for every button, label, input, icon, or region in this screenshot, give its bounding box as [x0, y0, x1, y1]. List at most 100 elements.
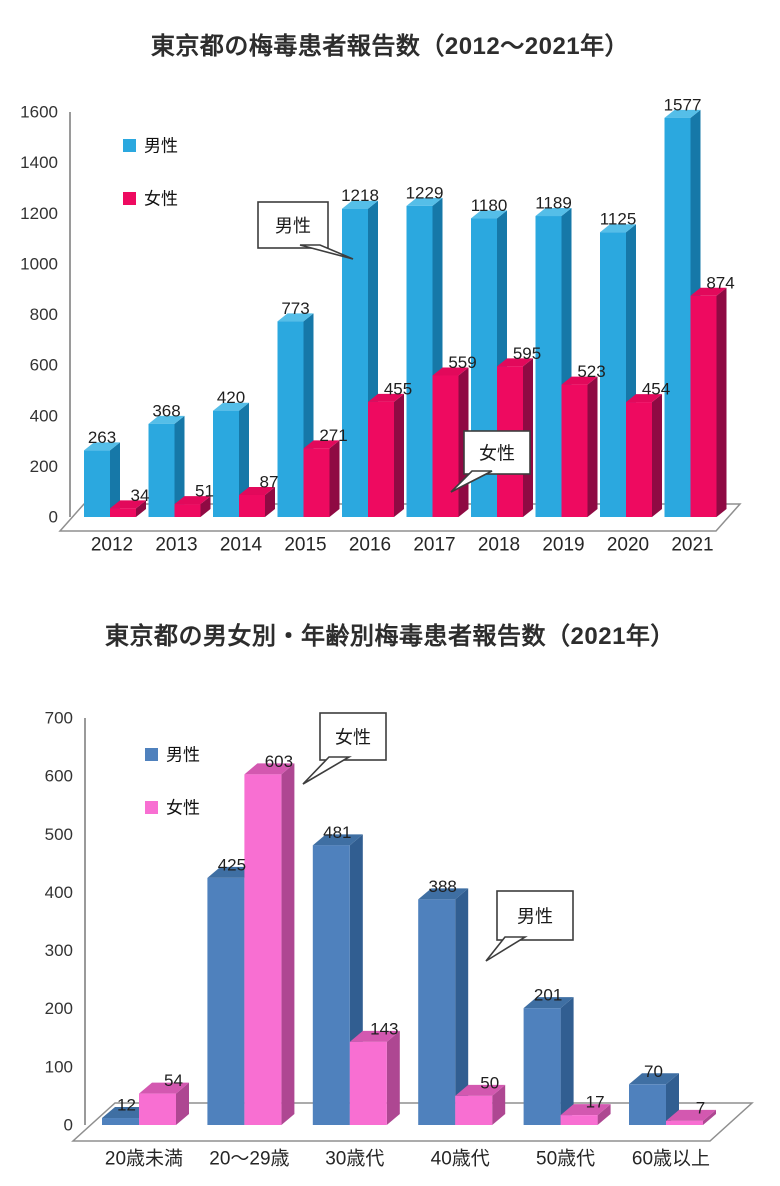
bar-front-face: [102, 1118, 139, 1125]
bar-top-face: [349, 1030, 400, 1042]
x-axis-label: 2013: [155, 535, 197, 556]
callout-box: [463, 430, 531, 475]
value-label: 263: [88, 428, 116, 447]
x-axis-label: 2017: [413, 535, 455, 556]
bar-side-face: [560, 997, 574, 1125]
x-axis-label: 2014: [220, 535, 263, 556]
callout-2: 女性: [450, 430, 531, 493]
bar-front-face: [626, 402, 652, 517]
value-label: 523: [577, 362, 605, 381]
bar-side-face: [666, 1073, 679, 1125]
bar-front-face: [535, 216, 562, 518]
y-tick-label: 1000: [20, 254, 58, 273]
value-label: 17: [586, 1093, 605, 1112]
bar-top-face: [497, 358, 533, 367]
bar-top-face: [139, 1082, 189, 1094]
y-tick-label: 0: [49, 508, 58, 527]
value-label: 50: [480, 1073, 499, 1092]
callout-label: 男性: [275, 216, 311, 236]
bar-male-2012: [84, 442, 120, 517]
bar-top-face: [432, 367, 469, 376]
bar-male-60歳以上: [629, 1073, 679, 1125]
bar-front-face: [432, 375, 459, 517]
bar-top-face: [690, 287, 727, 296]
callout-1: 女性: [302, 712, 387, 785]
callout-box: [257, 201, 329, 249]
bar-top-face: [239, 486, 275, 495]
bar-top-face: [312, 834, 363, 846]
bar-side-face: [703, 1109, 716, 1125]
bar-top-face: [84, 442, 120, 451]
value-label: 1125: [600, 210, 637, 229]
callout-label: 女性: [335, 728, 371, 748]
chart2-plot: 0 100 200 300 400 500 600 700 12 54 20歳未満 425 603 20～…: [45, 709, 754, 1170]
x-axis-label: 20～29歳: [209, 1148, 289, 1170]
bar-side-face: [329, 440, 340, 517]
x-axis-label: 30歳代: [325, 1148, 384, 1170]
bar-top-face: [666, 1109, 716, 1121]
bar-front-face: [629, 1084, 666, 1125]
bar-female-2012: [110, 500, 146, 517]
x-axis-label: 60歳以上: [632, 1148, 710, 1170]
value-label: 1229: [406, 183, 444, 202]
bar-top-face: [560, 1104, 611, 1116]
bar-side-face: [597, 1104, 611, 1125]
bar-top-face: [303, 440, 340, 449]
value-label: 1577: [664, 95, 702, 114]
bar-front-face: [110, 508, 136, 517]
value-label: 559: [448, 353, 476, 372]
x-axis-label: 40歳代: [431, 1148, 490, 1170]
chart1-title: 東京都の梅毒患者報告数（2012～2021年）: [150, 33, 630, 60]
callout-1: 男性: [257, 201, 354, 260]
bar-female-30歳代: [349, 1030, 400, 1125]
bar-side-face: [394, 393, 404, 517]
bar-front-face: [664, 117, 691, 518]
callout-tail: [299, 244, 354, 260]
bar-front-face: [84, 450, 110, 517]
value-label: 454: [642, 380, 670, 399]
legend-swatch-female: [123, 192, 136, 205]
bar-female-50歳代: [560, 1104, 611, 1125]
bar-side-face: [239, 402, 249, 517]
legend-label: 男性: [144, 137, 178, 156]
callout-label: 女性: [479, 444, 515, 464]
bar-top-face: [110, 500, 146, 509]
value-label: 603: [265, 752, 293, 771]
bar-front-face: [148, 423, 175, 517]
callout-label: 男性: [517, 907, 553, 927]
bar-top-face: [471, 210, 507, 219]
bar-front-face: [174, 504, 201, 517]
value-label: 87: [260, 472, 279, 491]
bar-front-face: [342, 208, 368, 517]
value-label: 368: [152, 401, 180, 420]
bar-front-face: [139, 1093, 176, 1125]
bar-female-40歳代: [455, 1084, 506, 1125]
legend-swatch-female: [145, 801, 158, 814]
bar-male-40歳代: [418, 888, 469, 1125]
y-tick-label: 500: [45, 825, 73, 844]
legend-label: 女性: [144, 190, 178, 209]
legend-label: 女性: [166, 799, 200, 818]
y-tick-label: 400: [45, 883, 73, 902]
callout-2: 男性: [485, 890, 574, 962]
value-label: 1218: [341, 186, 379, 205]
bar-top-face: [561, 376, 598, 385]
value-label: 201: [534, 986, 562, 1005]
value-label: 143: [370, 1019, 398, 1038]
bar-front-face: [213, 410, 239, 517]
value-label: 7: [696, 1098, 705, 1117]
value-label: 1189: [535, 194, 572, 213]
bar-side-face: [281, 763, 295, 1125]
bar-front-face: [277, 321, 304, 517]
bar-top-face: [244, 763, 295, 775]
bar-side-face: [174, 415, 185, 517]
value-label: 70: [644, 1062, 663, 1081]
bar-front-face: [690, 295, 717, 517]
x-axis-label: 2020: [607, 535, 649, 556]
callout-tail: [302, 756, 352, 785]
y-tick-label: 300: [45, 941, 73, 960]
bar-front-face: [368, 401, 394, 517]
value-label: 51: [195, 482, 214, 501]
bar-side-face: [652, 394, 662, 517]
